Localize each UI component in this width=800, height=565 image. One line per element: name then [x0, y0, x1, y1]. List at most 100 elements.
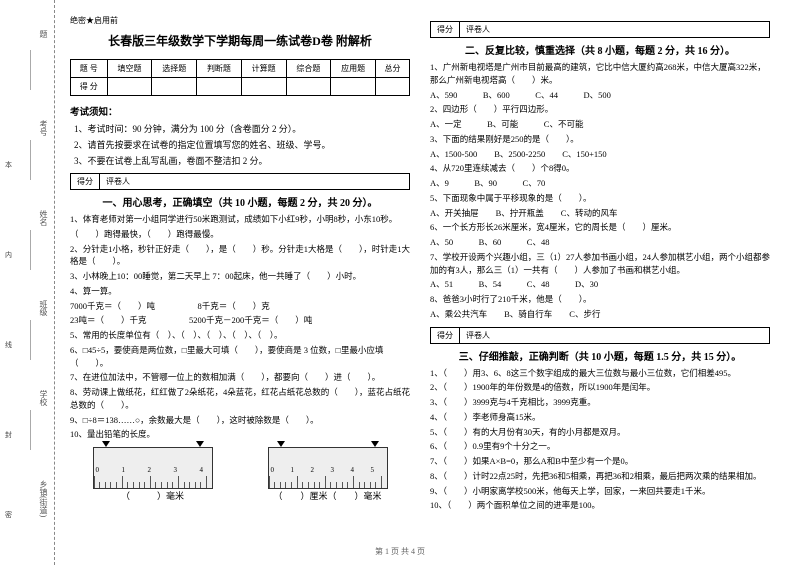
cell: 计算题 [241, 60, 286, 78]
stub-text: 封 [5, 430, 12, 440]
binding-vline [30, 140, 31, 180]
notice-item: 1、考试时间：90 分钟，满分为 100 分（含卷面分 2 分）。 [74, 122, 410, 135]
ruler-image: 0 1 2 3 4 5 [268, 447, 388, 489]
question: 5、下面现象中属于平移现象的是（ ）。 [430, 192, 770, 205]
question: 8、爸爸3小时行了210千米，他是（ ）。 [430, 293, 770, 306]
cell [331, 78, 376, 96]
cell: 判断题 [197, 60, 242, 78]
binding-label: 姓名 [38, 210, 49, 226]
binding-vline [30, 50, 31, 90]
left-column: 绝密★启用前 长春版三年级数学下学期每周一练试卷D卷 附解析 题 号 填空题 选… [60, 15, 420, 535]
binding-vline [30, 410, 31, 450]
cell: 总分 [376, 60, 410, 78]
question: 1、体育老师对第一小组同学进行50米跑测试，成绩如下小红9秒，小明8秒，小东10… [70, 213, 410, 226]
cell: 应用题 [331, 60, 376, 78]
part2-title: 二、反复比较，慎重选择（共 8 小题，每题 2 分，共 16 分）。 [430, 42, 770, 57]
ruler-box: 0 1 2 3 4 5 （ ）厘米（ ）毫米 [268, 447, 388, 502]
question: 7、（ ）如果A×B=0，那么A和B中至少有一个是0。 [430, 455, 770, 468]
options: A、50 B、60 C、48 [430, 236, 770, 249]
binding-label: 考号 [38, 120, 49, 136]
question-sub: （ ）跑得最快，（ ）跑得最慢。 [70, 228, 410, 241]
strip-label: 评卷人 [100, 174, 409, 189]
score-strip: 得分 评卷人 [70, 173, 410, 190]
question: 10、（ ）两个面积单位之间的进率是100。 [430, 499, 770, 512]
cell [376, 78, 410, 96]
question: 3、小林晚上10：00睡觉，第二天早上 7：00起床，他一共睡了（ ）小时。 [70, 270, 410, 283]
page-number: 第 1 页 共 4 页 [375, 546, 425, 557]
strip-label: 评卷人 [460, 328, 769, 343]
question: 9、□÷8＝138……○，余数最大是（ ），这时被除数是（ ）。 [70, 414, 410, 427]
question: 2、（ ）1900年的年份数是4的倍数，所以1900年是闰年。 [430, 381, 770, 394]
question: 1、（ ）用3、6、8这三个数字组成的最大三位数与最小三位数，它们相差495。 [430, 367, 770, 380]
question: 6、一个长方形长26米厘米，宽4厘米，它的周长是（ ）厘米。 [430, 221, 770, 234]
cell: 填空题 [107, 60, 152, 78]
ruler-caption: （ ）厘米（ ）毫米 [268, 489, 388, 502]
secret-label: 绝密★启用前 [70, 15, 410, 26]
question-list: 1、（ ）用3、6、8这三个数字组成的最大三位数与最小三位数，它们相差495。 … [430, 367, 770, 513]
notice-item: 3、不要在试卷上乱写乱画，卷面不整洁扣 2 分。 [74, 154, 410, 167]
exam-title: 长春版三年级数学下学期每周一练试卷D卷 附解析 [70, 32, 410, 49]
question: 6、□45÷5，要使商是两位数，□里最大可填（ ），要使商是 3 位数，□里最小… [70, 344, 410, 370]
notice-heading: 考试须知： [70, 104, 410, 118]
options: A、1500-500 B、2500-2250 C、150+150 [430, 148, 770, 161]
ruler-figures: 0 1 2 3 4 （ ）毫米 0 [70, 447, 410, 502]
strip-label: 评卷人 [460, 22, 769, 37]
ruler-ticks [269, 470, 387, 488]
question: 5、常用的长度单位有（ ）、（ ）、（ ）、（ ）、（ ）。 [70, 329, 410, 342]
binding-margin: 题 考号 姓名 班级 学校 乡镇(街道) 本 内 线 封 密 [0, 0, 55, 565]
part3-title: 三、仔细推敲，正确判断（共 10 小题，每题 1.5 分，共 15 分）。 [430, 348, 770, 363]
question: 2、四边形（ ）平行四边形。 [430, 103, 770, 116]
binding-vline [30, 230, 31, 270]
question-list: 1、广州新电视塔是广州市目前最高的建筑，它比中信大厦约高268米，中信大厦高32… [430, 61, 770, 321]
stub-text: 本 [5, 160, 12, 170]
ruler-ticks [94, 470, 212, 488]
page-content: 绝密★启用前 长春版三年级数学下学期每周一练试卷D卷 附解析 题 号 填空题 选… [0, 0, 800, 565]
stub-text: 内 [5, 250, 12, 260]
cell [241, 78, 286, 96]
cell [152, 78, 197, 96]
options: A、一定 B、可能 C、不可能 [430, 118, 770, 131]
notice-list: 1、考试时间：90 分钟，满分为 100 分（含卷面分 2 分）。 2、请首先按… [74, 122, 410, 167]
cell [197, 78, 242, 96]
strip-label: 得分 [431, 328, 460, 343]
part1-title: 一、用心思考，正确填空（共 10 小题，每题 2 分，共 20 分）。 [70, 194, 410, 209]
score-table: 题 号 填空题 选择题 判断题 计算题 综合题 应用题 总分 得 分 [70, 59, 410, 96]
question: 4、（ ）李老师身高15米。 [430, 411, 770, 424]
options: A、9 B、90 C、70 [430, 177, 770, 190]
cell: 得 分 [71, 78, 108, 96]
binding-label: 学校 [38, 390, 49, 406]
options: A、乘公共汽车 B、骑自行车 C、步行 [430, 308, 770, 321]
binding-vline [30, 320, 31, 360]
table-row: 得 分 [71, 78, 410, 96]
question: 8、劳动课上做纸花，红红做了2朵纸花，4朵蓝花，红花占纸花总数的（ ），蓝花占纸… [70, 386, 410, 412]
cell: 选择题 [152, 60, 197, 78]
options: A、590 B、600 C、44 D、500 [430, 89, 770, 102]
question: 9、（ ）小明家离学校500米，他每天上学，回家，一来回共要走1千米。 [430, 485, 770, 498]
binding-label: 题 [38, 30, 49, 38]
right-column: 得分 评卷人 二、反复比较，慎重选择（共 8 小题，每题 2 分，共 16 分）… [420, 15, 780, 535]
strip-label: 得分 [71, 174, 100, 189]
table-row: 题 号 填空题 选择题 判断题 计算题 综合题 应用题 总分 [71, 60, 410, 78]
ruler-caption: （ ）毫米 [93, 489, 213, 502]
stub-text: 密 [5, 510, 12, 520]
question: 2、分针走1小格，秒针正好走（ ），是（ ）秒。分针走1大格是（ ），时针走1大… [70, 243, 410, 269]
cell: 题 号 [71, 60, 108, 78]
question: 4、算一算。 [70, 285, 410, 298]
question: 8、（ ）计时22点25时，先把36和5相乘，再把36和2相乘，最后把两次乘的结… [430, 470, 770, 483]
question: 6、（ ）0.9里有9个十分之一。 [430, 440, 770, 453]
question-sub: 23吨＝（ ）千克 5200千克－200千克＝（ ）吨 [70, 314, 410, 327]
notice-item: 2、请首先按要求在试卷的指定位置填写您的姓名、班级、学号。 [74, 138, 410, 151]
question: 3、下面的结果刚好是250的是（ ）。 [430, 133, 770, 146]
options: A、51 B、54 C、48 D、30 [430, 278, 770, 291]
score-strip: 得分 评卷人 [430, 21, 770, 38]
stub-text: 线 [5, 340, 12, 350]
question: 10、量出铅笔的长度。 [70, 428, 410, 441]
question: 1、广州新电视塔是广州市目前最高的建筑，它比中信大厦约高268米，中信大厦高32… [430, 61, 770, 87]
question-sub: 7000千克＝（ ）吨 8千克＝（ ）克 [70, 300, 410, 313]
question-list: 1、体育老师对第一小组同学进行50米跑测试，成绩如下小红9秒，小明8秒，小东10… [70, 213, 410, 441]
strip-label: 得分 [431, 22, 460, 37]
cell [107, 78, 152, 96]
ruler-image: 0 1 2 3 4 [93, 447, 213, 489]
cell [286, 78, 331, 96]
question: 7、在进位加法中，不管哪一位上的数相加满（ ），都要向（ ）进（ ）。 [70, 371, 410, 384]
